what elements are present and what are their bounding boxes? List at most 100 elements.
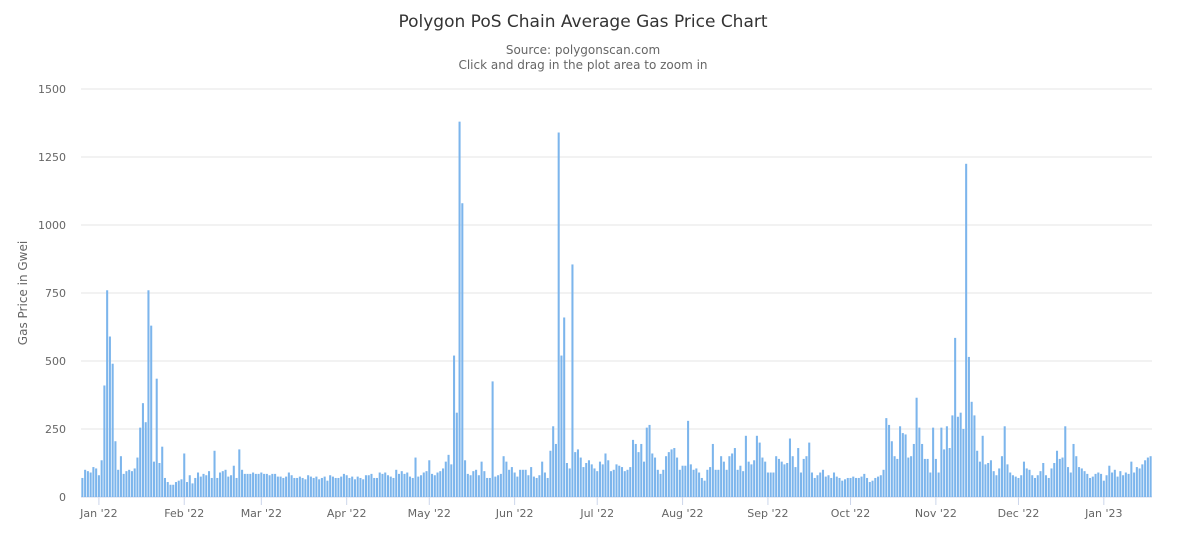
bar[interactable] xyxy=(326,480,329,497)
bar[interactable] xyxy=(1135,467,1138,497)
bar[interactable] xyxy=(1086,473,1089,497)
bar[interactable] xyxy=(1053,463,1056,497)
bar[interactable] xyxy=(163,477,166,497)
bar[interactable] xyxy=(89,472,92,497)
bar[interactable] xyxy=(742,471,745,497)
bar[interactable] xyxy=(351,476,354,497)
bar[interactable] xyxy=(147,290,150,497)
bar[interactable] xyxy=(202,473,205,497)
bar[interactable] xyxy=(1122,475,1125,497)
bar[interactable] xyxy=(857,477,860,497)
bar[interactable] xyxy=(199,476,202,497)
bar[interactable] xyxy=(530,467,533,497)
bar[interactable] xyxy=(293,477,296,497)
bar[interactable] xyxy=(786,463,789,497)
bar[interactable] xyxy=(1028,469,1031,497)
bar[interactable] xyxy=(714,469,717,497)
bar[interactable] xyxy=(406,472,409,497)
bar[interactable] xyxy=(378,472,381,497)
bar[interactable] xyxy=(1064,426,1067,497)
bar[interactable] xyxy=(252,472,255,497)
bar[interactable] xyxy=(587,460,590,497)
bar[interactable] xyxy=(384,472,387,497)
bar[interactable] xyxy=(965,163,968,498)
bar[interactable] xyxy=(728,456,731,497)
bar[interactable] xyxy=(607,460,610,497)
bar[interactable] xyxy=(783,464,786,497)
bar[interactable] xyxy=(998,468,1001,497)
bar[interactable] xyxy=(1033,477,1037,497)
bar[interactable] xyxy=(827,475,830,497)
bar[interactable] xyxy=(397,473,401,497)
bar[interactable] xyxy=(978,461,981,497)
bar[interactable] xyxy=(257,473,260,497)
bar[interactable] xyxy=(976,450,979,497)
bar[interactable] xyxy=(1069,472,1072,497)
bar[interactable] xyxy=(403,473,406,497)
bar[interactable] xyxy=(885,418,888,497)
bar[interactable] xyxy=(695,468,698,497)
bar[interactable] xyxy=(1097,472,1100,497)
bar[interactable] xyxy=(329,475,332,497)
bar[interactable] xyxy=(959,412,962,497)
bar[interactable] xyxy=(196,472,200,497)
bar[interactable] xyxy=(546,477,549,497)
bar[interactable] xyxy=(937,472,940,497)
bar[interactable] xyxy=(987,463,990,497)
bar[interactable] xyxy=(934,458,937,497)
bar[interactable] xyxy=(596,471,599,497)
bar[interactable] xyxy=(843,479,847,497)
bar[interactable] xyxy=(1072,443,1075,497)
bar[interactable] xyxy=(174,482,178,497)
bar[interactable] xyxy=(637,452,640,497)
bar[interactable] xyxy=(755,435,758,497)
bar[interactable] xyxy=(207,471,211,497)
bar[interactable] xyxy=(593,468,596,497)
bar[interactable] xyxy=(929,472,932,497)
bar[interactable] xyxy=(81,477,84,497)
bar[interactable] xyxy=(758,442,761,497)
bar[interactable] xyxy=(676,457,679,497)
bar[interactable] xyxy=(375,477,378,497)
bar[interactable] xyxy=(183,453,186,497)
bar[interactable] xyxy=(717,469,720,497)
bar[interactable] xyxy=(185,482,189,497)
bar[interactable] xyxy=(700,477,703,497)
bar[interactable] xyxy=(439,471,442,497)
bar[interactable] xyxy=(235,477,238,497)
bar[interactable] xyxy=(177,480,180,497)
bar[interactable] xyxy=(230,475,233,497)
bar[interactable] xyxy=(1050,468,1053,497)
bar[interactable] xyxy=(414,457,417,497)
bar[interactable] xyxy=(673,448,676,497)
bar[interactable] xyxy=(356,476,359,497)
bar[interactable] xyxy=(312,477,315,497)
bar[interactable] xyxy=(381,473,384,497)
bar[interactable] xyxy=(265,473,268,497)
bar[interactable] xyxy=(340,476,343,497)
bar[interactable] xyxy=(1080,468,1083,497)
bar[interactable] xyxy=(904,434,907,497)
bar[interactable] xyxy=(411,477,414,497)
bar[interactable] xyxy=(442,468,445,497)
bar[interactable] xyxy=(893,456,896,497)
bar[interactable] xyxy=(408,476,412,497)
bar[interactable] xyxy=(108,336,111,497)
bar[interactable] xyxy=(739,465,742,497)
bar[interactable] xyxy=(563,317,566,497)
bar[interactable] xyxy=(1100,473,1103,497)
bar[interactable] xyxy=(477,475,480,497)
bar[interactable] xyxy=(1009,472,1012,497)
bar[interactable] xyxy=(1149,456,1152,497)
bar[interactable] xyxy=(246,473,249,497)
bar[interactable] xyxy=(359,477,362,497)
bar[interactable] xyxy=(433,475,436,497)
bar[interactable] xyxy=(527,475,530,497)
bar[interactable] xyxy=(1058,458,1061,497)
bar[interactable] xyxy=(315,476,318,497)
bar[interactable] xyxy=(926,458,929,497)
bar[interactable] xyxy=(989,460,992,497)
bar[interactable] xyxy=(318,479,321,497)
bar[interactable] xyxy=(1089,477,1092,497)
bar[interactable] xyxy=(706,469,709,497)
